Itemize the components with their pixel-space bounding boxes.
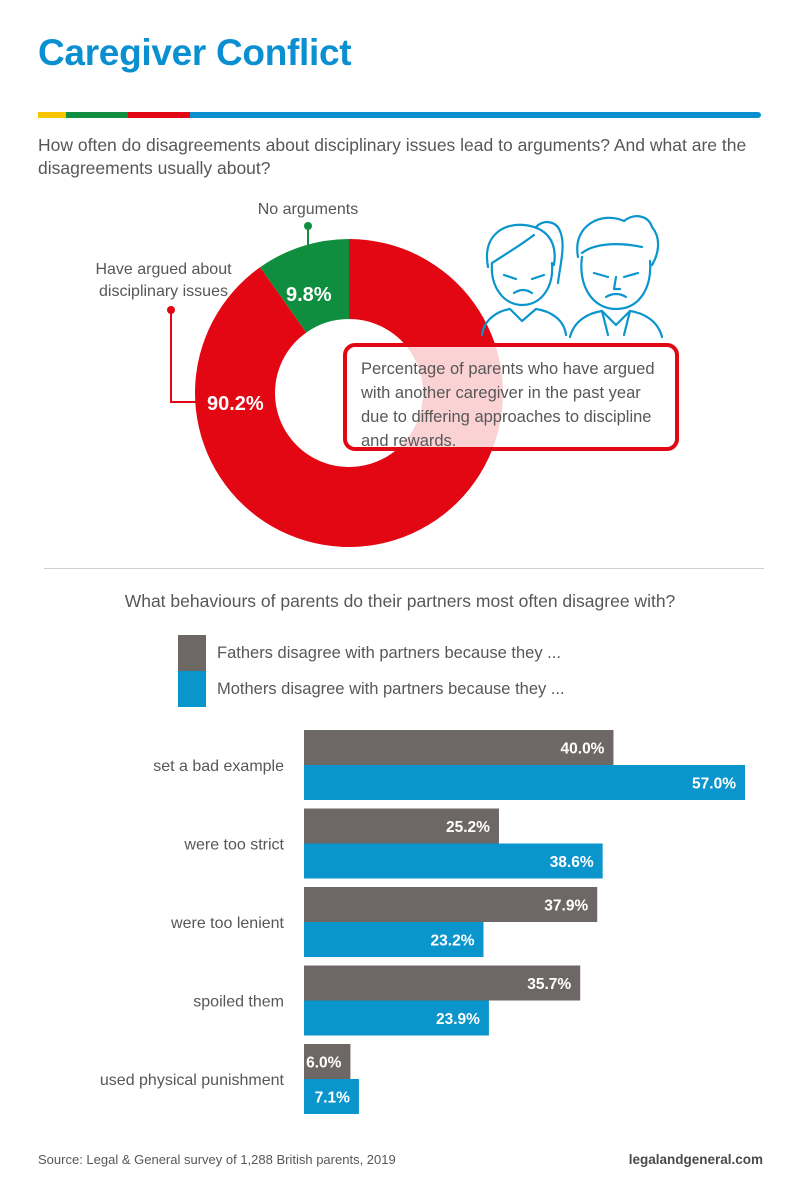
category-label: used physical punishment xyxy=(100,1072,285,1089)
bar-value-label: 57.0% xyxy=(692,776,736,793)
category-label: were too strict xyxy=(183,837,284,854)
bar-fathers xyxy=(304,730,614,765)
strip-red xyxy=(128,112,190,118)
bar-fathers xyxy=(304,1044,351,1079)
donut-chart xyxy=(167,222,503,547)
section-divider xyxy=(44,568,764,569)
bar-value-label: 25.2% xyxy=(446,819,490,836)
donut-slice-1 xyxy=(194,239,503,547)
callout-box: Percentage of parents who have argued wi… xyxy=(343,343,679,451)
parents-icon xyxy=(480,215,664,339)
bar-mothers xyxy=(304,1079,359,1114)
bar-chart: set a bad example 40.0% 57.0% were too stri… xyxy=(100,730,745,1114)
leader-argued xyxy=(170,310,197,403)
bar-value-label: 37.9% xyxy=(544,898,588,915)
donut-slice-0 xyxy=(260,238,349,333)
legend-label-mothers: Mothers disagree with partners because t… xyxy=(217,680,565,698)
label-no-arguments: No arguments xyxy=(257,201,359,218)
legend-swatch-fathers xyxy=(178,635,206,671)
leader-dot-argued xyxy=(167,306,175,314)
question-text: How often do disagreements about discipl… xyxy=(38,135,747,178)
bar-value-label: 23.2% xyxy=(431,933,475,950)
page-title: Caregiver Conflict xyxy=(38,32,352,73)
legend-swatch-mothers xyxy=(178,671,206,707)
bar-value-label: 23.9% xyxy=(436,1011,480,1028)
bar-value-label: 38.6% xyxy=(550,854,594,871)
bar-value-label: 6.0% xyxy=(306,1055,342,1072)
legend-label-fathers: Fathers disagree with partners because t… xyxy=(217,644,561,662)
strip-green xyxy=(66,112,128,118)
strip-blue xyxy=(190,112,761,118)
site-url: legalandgeneral.com xyxy=(628,1152,763,1167)
leader-dot-no-arguments xyxy=(304,222,312,230)
bar-fathers xyxy=(304,887,598,922)
bar-mothers xyxy=(304,922,484,957)
strip-yellow xyxy=(38,112,66,118)
source-note: Source: Legal & General survey of 1,288 … xyxy=(38,1152,396,1167)
bar-mothers xyxy=(304,765,745,800)
bar-fathers xyxy=(304,808,499,844)
category-label: were too lenient xyxy=(170,915,285,932)
bar-mothers xyxy=(304,843,603,879)
label-argued: Have argued about disciplinary issues xyxy=(95,261,232,300)
category-label: set a bad example xyxy=(153,758,284,775)
value-no-arguments: 9.8% xyxy=(286,284,332,306)
bar-value-label: 40.0% xyxy=(561,741,605,758)
question2-text: What behaviours of parents do their part… xyxy=(124,591,676,611)
bar-value-label: 35.7% xyxy=(527,976,571,993)
bar-value-label: 7.1% xyxy=(315,1090,351,1107)
category-label: spoiled them xyxy=(193,994,284,1011)
bar-mothers xyxy=(304,1000,489,1036)
bar-fathers xyxy=(304,965,581,1001)
color-strip xyxy=(38,112,761,118)
value-argued: 90.2% xyxy=(207,393,264,415)
